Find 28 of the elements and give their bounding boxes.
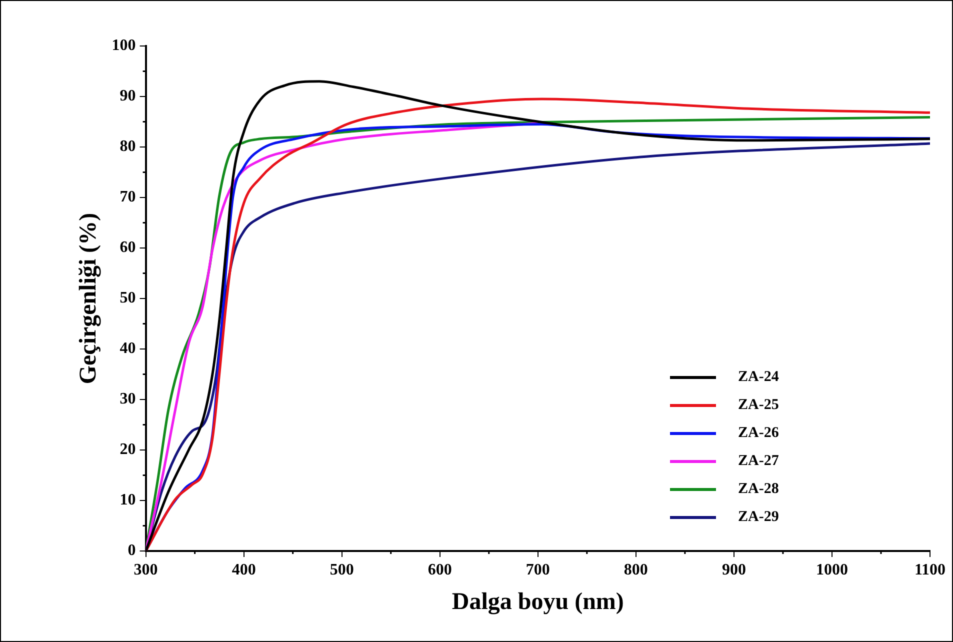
y-tick-label: 90 [120, 88, 136, 105]
x-tick-label: 900 [722, 562, 746, 579]
legend-label: ZA-27 [738, 452, 779, 470]
y-tick-label: 30 [120, 390, 136, 408]
x-tick-label: 300 [134, 562, 158, 579]
x-tick-label: 400 [232, 562, 256, 579]
y-axis-title: Geçirgenliği (%) [76, 212, 102, 384]
legend-label: ZA-25 [738, 396, 779, 414]
y-tick-label: 50 [120, 290, 136, 307]
x-axis-title: Dalga boyu (nm) [452, 588, 624, 615]
x-tick-label: 800 [624, 562, 648, 579]
y-tick-label: 40 [120, 340, 136, 358]
x-tick-label: 700 [526, 562, 550, 579]
y-tick-label: 10 [120, 492, 136, 509]
y-tick-label: 100 [112, 37, 136, 54]
x-tick-label: 1000 [816, 562, 848, 579]
legend-label: ZA-28 [738, 480, 779, 498]
legend-label: ZA-26 [738, 424, 779, 442]
x-tick-label: 500 [330, 562, 354, 579]
y-tick-label: 0 [128, 542, 136, 560]
y-tick-label: 80 [120, 138, 136, 156]
x-tick-label: 600 [428, 562, 452, 579]
y-tick-label: 70 [120, 188, 136, 206]
x-tick-label: 1100 [914, 562, 946, 579]
y-tick-label: 60 [120, 239, 136, 256]
legend-label: ZA-29 [738, 508, 779, 526]
y-tick-label: 20 [120, 441, 136, 458]
legend-label: ZA-24 [738, 368, 779, 386]
